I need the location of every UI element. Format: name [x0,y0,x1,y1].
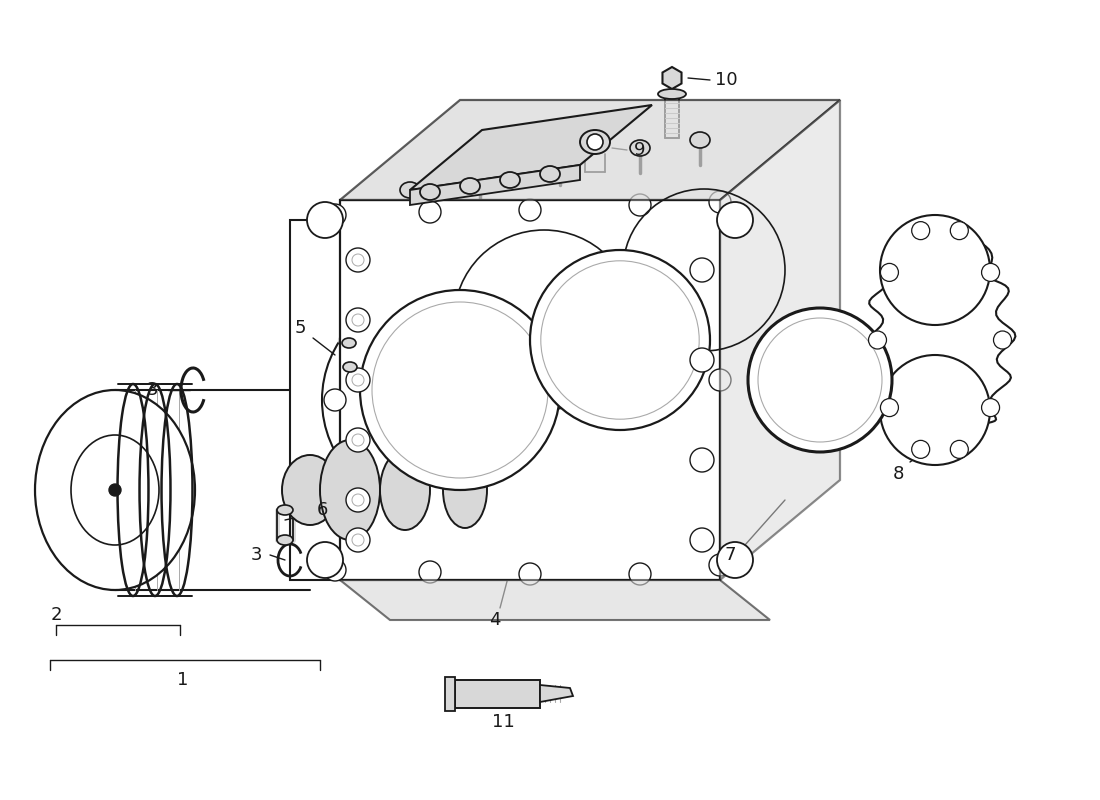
Ellipse shape [519,199,541,221]
Polygon shape [410,105,652,190]
Ellipse shape [587,134,603,150]
Ellipse shape [500,172,520,188]
Ellipse shape [710,554,732,576]
Ellipse shape [629,194,651,216]
Ellipse shape [629,563,651,585]
Ellipse shape [950,440,968,458]
Text: PORSCHE: PORSCHE [297,403,703,477]
Ellipse shape [880,263,899,282]
Ellipse shape [710,191,732,213]
Polygon shape [446,677,455,711]
Ellipse shape [307,542,343,578]
Ellipse shape [912,440,930,458]
Text: 5: 5 [295,319,306,337]
Ellipse shape [342,338,356,348]
Polygon shape [340,580,770,620]
Text: 4: 4 [490,611,500,629]
Ellipse shape [950,222,968,240]
Ellipse shape [346,428,370,452]
Ellipse shape [420,184,440,200]
Ellipse shape [530,250,710,430]
Text: 2: 2 [51,606,62,624]
Ellipse shape [690,258,714,282]
Ellipse shape [460,178,480,194]
Polygon shape [340,100,840,200]
Polygon shape [455,680,540,708]
Ellipse shape [400,182,420,198]
Ellipse shape [419,561,441,583]
Ellipse shape [324,389,346,411]
Text: 3: 3 [146,381,157,399]
Ellipse shape [492,252,688,448]
Ellipse shape [346,528,370,552]
Ellipse shape [717,542,754,578]
Ellipse shape [282,455,338,525]
Text: 8: 8 [892,465,904,483]
Ellipse shape [379,450,430,530]
Polygon shape [720,100,840,580]
Ellipse shape [346,308,370,332]
Ellipse shape [419,201,441,223]
Ellipse shape [880,398,899,417]
Polygon shape [662,67,682,89]
Text: 6: 6 [317,501,328,519]
Ellipse shape [35,390,195,590]
Ellipse shape [324,204,346,226]
Text: 7: 7 [724,546,736,564]
Polygon shape [540,685,573,702]
Ellipse shape [72,435,160,545]
Polygon shape [865,219,1015,461]
Ellipse shape [717,202,754,238]
Ellipse shape [346,248,370,272]
Text: 1: 1 [177,671,189,689]
Ellipse shape [658,89,686,99]
Ellipse shape [550,152,570,168]
Text: 3: 3 [251,546,262,564]
Ellipse shape [869,331,887,349]
Ellipse shape [277,535,293,545]
Ellipse shape [981,398,1000,417]
Ellipse shape [343,362,358,372]
Polygon shape [290,220,710,580]
Ellipse shape [322,292,538,508]
Ellipse shape [519,563,541,585]
Ellipse shape [320,440,379,540]
Ellipse shape [748,308,892,452]
Polygon shape [340,200,720,580]
Text: 10: 10 [715,71,737,89]
Ellipse shape [710,369,732,391]
Ellipse shape [307,202,343,238]
Ellipse shape [690,132,710,148]
Polygon shape [410,165,580,205]
Ellipse shape [690,528,714,552]
Ellipse shape [324,559,346,581]
Ellipse shape [690,448,714,472]
Text: 9: 9 [635,141,646,159]
Ellipse shape [346,368,370,392]
Ellipse shape [880,355,990,465]
Ellipse shape [981,263,1000,282]
Ellipse shape [109,484,121,496]
Ellipse shape [346,488,370,512]
Ellipse shape [360,290,560,490]
Ellipse shape [277,505,293,515]
Ellipse shape [690,348,714,372]
Ellipse shape [993,331,1012,349]
Ellipse shape [630,140,650,156]
Ellipse shape [443,452,487,528]
Text: parts: parts [412,479,568,531]
Ellipse shape [880,215,990,325]
Ellipse shape [470,167,490,183]
Text: a passion for parts: a passion for parts [353,548,586,572]
Ellipse shape [912,222,930,240]
Text: 11: 11 [492,713,515,731]
Ellipse shape [580,130,611,154]
Ellipse shape [540,166,560,182]
